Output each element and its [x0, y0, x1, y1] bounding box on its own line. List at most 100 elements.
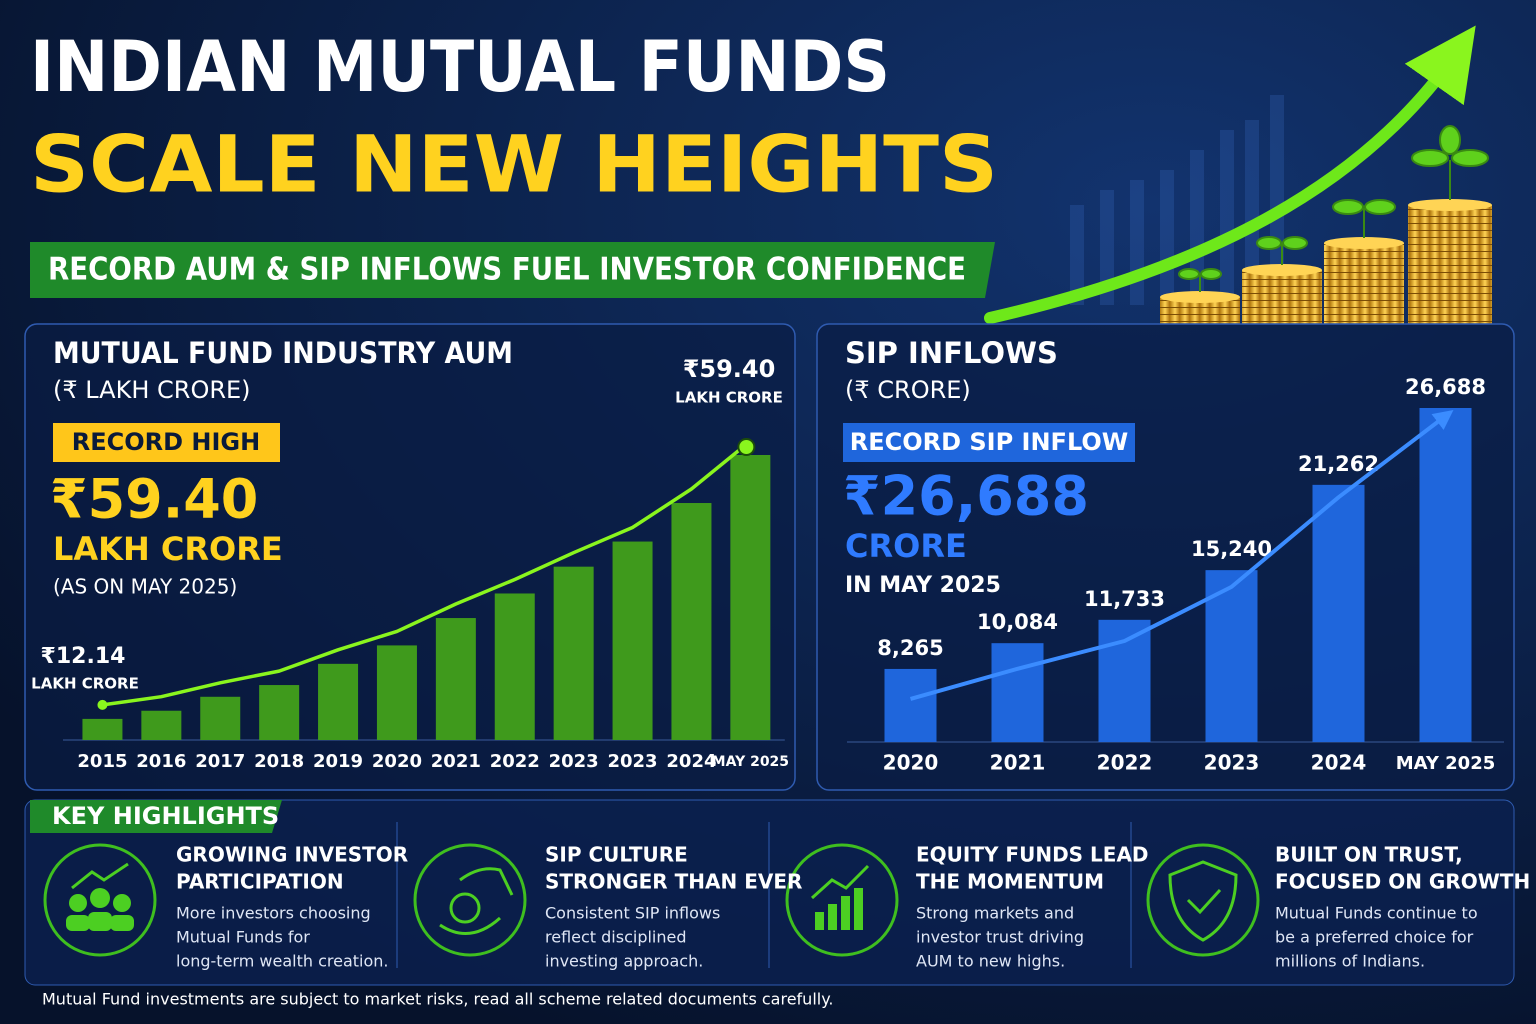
- x-tick-label: 2023: [549, 751, 599, 772]
- coin-stacks: [1160, 125, 1492, 324]
- x-tick-label: 2021: [990, 751, 1046, 775]
- value-label: 26,688: [1405, 375, 1486, 399]
- trend-line: [909, 409, 1454, 701]
- x-tick-label: 2024: [1311, 751, 1367, 775]
- value-label: 21,262: [1298, 452, 1379, 476]
- sip-title: SIP INFLOWS: [845, 336, 1058, 370]
- bar: [1419, 408, 1472, 742]
- bar: [612, 541, 653, 740]
- bar: [1205, 570, 1258, 742]
- sip-badge: [843, 423, 1135, 462]
- highlight-text: long-term wealth creation.: [176, 952, 388, 971]
- highlight-text: Mutual Funds continue to: [1275, 904, 1478, 923]
- value-label: 15,240: [1191, 537, 1272, 561]
- highlight-title: EQUITY FUNDS LEAD: [916, 843, 1149, 867]
- start-marker: [97, 699, 108, 710]
- x-tick-label: 2021: [431, 751, 481, 772]
- end-unit: LAKH CRORE: [675, 389, 783, 407]
- x-tick-label: 2022: [490, 751, 540, 772]
- x-tick-label: 2023: [607, 751, 657, 772]
- aum-badge-text: RECORD HIGH: [72, 428, 260, 456]
- x-tick-label: 2017: [195, 751, 245, 772]
- highlight-text: Mutual Funds for: [176, 928, 310, 947]
- highlight-title: FOCUSED ON GROWTH: [1275, 870, 1530, 894]
- bar: [730, 455, 771, 740]
- dividers: [396, 822, 1132, 968]
- aum-headline-unit: LAKH CRORE: [53, 530, 283, 568]
- sip-badge-text: RECORD SIP INFLOW: [850, 428, 1129, 456]
- aum-badge: [53, 423, 280, 462]
- highlight-title: SIP CULTURE: [545, 843, 688, 867]
- bar: [1312, 484, 1365, 742]
- disclaimer: Mutual Fund investments are subject to m…: [42, 990, 833, 1009]
- start-unit: LAKH CRORE: [31, 675, 139, 693]
- title-line-2: SCALE NEW HEIGHTS: [30, 120, 998, 210]
- end-marker: [737, 438, 756, 456]
- highlight-title: BUILT ON TRUST,: [1275, 843, 1463, 867]
- x-tick-label: MAY 2025: [712, 754, 789, 770]
- title-line-1: INDIAN MUTUAL FUNDS: [30, 26, 890, 108]
- highlights-tab: [30, 800, 282, 833]
- bar: [318, 663, 359, 740]
- bar: [553, 566, 594, 740]
- x-tick-label: 2019: [313, 751, 363, 772]
- highlight-title: GROWING INVESTOR: [176, 843, 408, 867]
- x-tick-label: 2020: [372, 751, 422, 772]
- highlight-text: More investors choosing: [176, 904, 371, 923]
- bar: [884, 668, 937, 742]
- bar: [82, 718, 123, 740]
- value-label: 8,265: [877, 636, 943, 660]
- subtitle-banner: [30, 242, 995, 298]
- bar: [200, 696, 241, 740]
- aum-headline: ₹59.40: [50, 468, 258, 531]
- highlight-title: PARTICIPATION: [176, 870, 344, 894]
- highlights-title: KEY HIGHLIGHTS: [52, 802, 279, 830]
- highlight-items: GROWING INVESTOR PARTICIPATION More invest…: [176, 843, 1530, 971]
- bar: [259, 685, 300, 740]
- bar: [376, 645, 417, 740]
- x-tick-label: 2020: [883, 751, 939, 775]
- highlight-icons: [43, 843, 1260, 957]
- highlight-text: millions of Indians.: [1275, 952, 1425, 971]
- x-tick-label: 2016: [136, 751, 186, 772]
- sip-headline-unit: CRORE: [845, 527, 967, 565]
- sip-chart: 2020 8,265 2021 10,084 2022 11,733 2023 15,240 2…: [847, 375, 1504, 775]
- end-label: ₹59.40: [683, 355, 776, 383]
- highlight-text: Strong markets and: [916, 904, 1074, 923]
- x-tick-label: 2015: [77, 751, 127, 772]
- bar: [1098, 619, 1151, 742]
- start-label: ₹12.14: [41, 644, 126, 669]
- bar: [435, 618, 476, 740]
- aum-subtitle: (₹ LAKH CRORE): [53, 376, 251, 404]
- value-label: 10,084: [977, 610, 1058, 634]
- x-tick-label: 2018: [254, 751, 304, 772]
- x-tick-label: 2022: [1097, 751, 1153, 775]
- decor-bars: [1070, 95, 1284, 305]
- aum-chart: 2015 2016 2017 2018 2019 2020 2021 2022 2023 2023…: [31, 355, 789, 772]
- bar: [991, 643, 1044, 742]
- x-tick-label: MAY 2025: [1396, 753, 1496, 774]
- aum-title: MUTUAL FUND INDUSTRY AUM: [53, 336, 513, 370]
- bar: [494, 593, 535, 740]
- bar: [671, 503, 712, 740]
- subtitle: RECORD AUM & SIP INFLOWS FUEL INVESTOR C…: [48, 252, 966, 288]
- aum-headline-note: (AS ON MAY 2025): [53, 575, 237, 599]
- trend-line: [102, 439, 752, 707]
- x-tick-label: 2023: [1204, 751, 1260, 775]
- sip-subtitle: (₹ CRORE): [845, 376, 971, 404]
- highlight-text: AUM to new highs.: [916, 952, 1065, 971]
- highlight-text: be a preferred choice for: [1275, 928, 1474, 947]
- bar: [141, 710, 182, 740]
- highlight-text: investor trust driving: [916, 928, 1084, 947]
- highlight-text: reflect disciplined: [545, 928, 687, 947]
- growth-arrow: [984, 25, 1476, 324]
- highlight-text: investing approach.: [545, 952, 703, 971]
- highlight-title: THE MOMENTUM: [916, 870, 1104, 894]
- value-label: 11,733: [1084, 587, 1165, 611]
- sip-headline: ₹26,688: [843, 465, 1089, 528]
- highlight-text: Consistent SIP inflows: [545, 904, 720, 923]
- sip-headline-note: IN MAY 2025: [845, 573, 1001, 598]
- highlight-title: STRONGER THAN EVER: [545, 870, 802, 894]
- x-tick-label: 2024: [666, 751, 716, 772]
